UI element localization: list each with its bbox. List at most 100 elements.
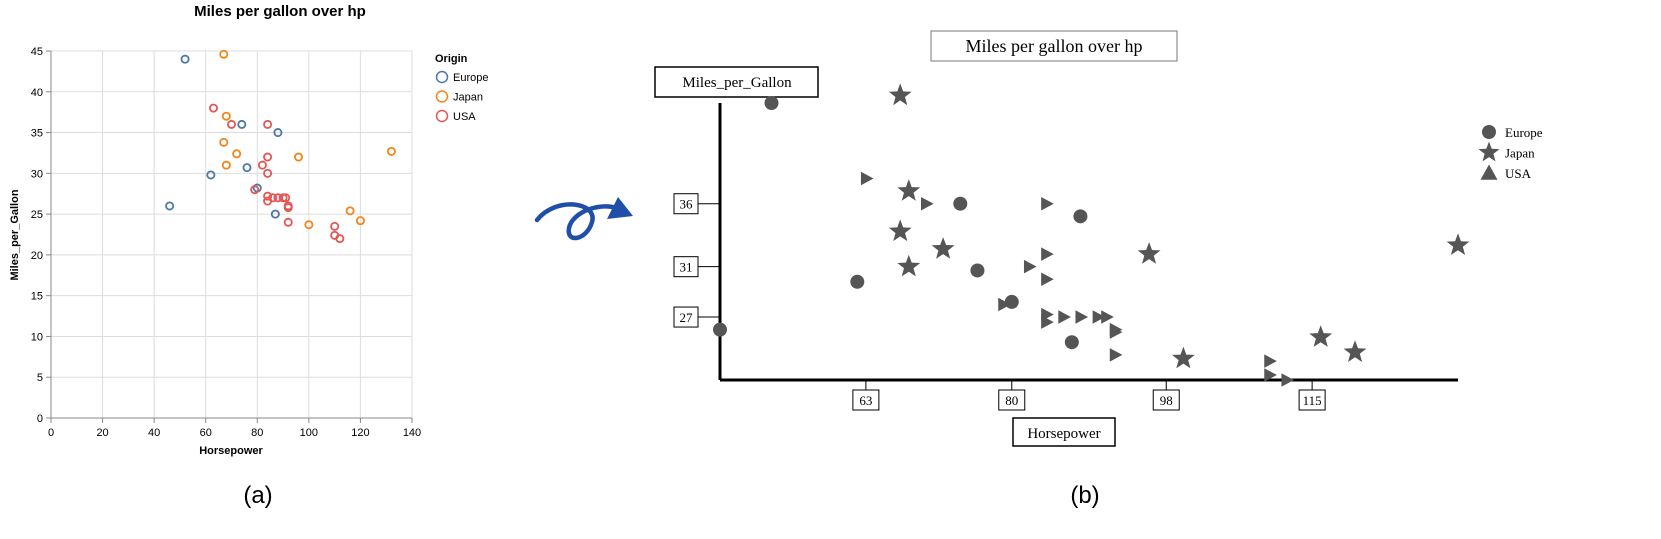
panel-a-legend-label: Europe [453, 72, 488, 84]
panel-a-point-japan [219, 137, 229, 147]
panel-a-point-japan [355, 216, 365, 226]
panel-b-point-europe [1073, 209, 1088, 224]
panel-a-x-ticks: 0 20 40 60 80 100 120 140 [48, 418, 421, 439]
panel-b-point-japan [897, 179, 921, 201]
panel-b-point-usa [1109, 348, 1123, 362]
panel-a-x-tick-label: 140 [403, 427, 421, 439]
panel-a-point-usa [281, 193, 291, 203]
panel-b-x-tick-box [1152, 389, 1180, 411]
panel-b-point-usa [1092, 310, 1106, 324]
panel-a-title: Miles per gallon over hp [194, 3, 366, 20]
panel-b-y-tick-box [673, 306, 699, 328]
panel-a-legend-label: USA [453, 111, 476, 123]
panel-a-x-tick-label: 80 [251, 427, 263, 439]
panel-b-legend-label: Japan [1505, 146, 1535, 161]
panel-b-point-japan [1446, 233, 1470, 255]
panel-b-point-japan [897, 254, 921, 277]
panel-a-point-usa [330, 221, 340, 231]
panel-a-y-tick-label: 30 [31, 168, 43, 180]
panel-a-legend-symbol [435, 70, 449, 84]
panel-b-point-japan [1343, 340, 1367, 362]
panel-a-point-europe [180, 54, 190, 64]
panel-a-point-usa [283, 203, 293, 213]
panel-b-legend-star-icon [1478, 141, 1500, 162]
panel-a-y-tick-label: 25 [31, 209, 43, 221]
panel-b-points [713, 83, 1470, 387]
panel-b-point-europe [713, 322, 727, 337]
panel-b-point-usa [1058, 310, 1071, 324]
panel-a-point-usa [208, 103, 218, 113]
panel-b-point-europe [970, 263, 985, 278]
panel-a-point-usa [283, 217, 293, 227]
panel-a-legend-symbol [435, 109, 449, 123]
panel-b-y-axis-title: Miles_per_Gallon [682, 75, 792, 91]
panel-a-point-usa [263, 119, 273, 129]
panel-a-point-japan [304, 220, 314, 230]
panel-a-point-usa [263, 152, 273, 162]
panel-b-y-tick-label: 36 [680, 197, 694, 212]
panel-a-y-tick-label: 5 [37, 372, 43, 384]
panel-b-x-tick-label: 63 [859, 393, 872, 408]
panel-b-point-usa [1109, 325, 1123, 339]
panel-b-point-usa [998, 297, 1011, 312]
panel-b-x-tick-label: 98 [1160, 393, 1173, 408]
panel-b-y-tick-box [673, 256, 699, 278]
panel-b-x-ticks: 63 80 98 115 [852, 380, 1326, 411]
panel-a-x-tick-label: 40 [148, 427, 160, 439]
panel-a-gridlines [50, 50, 413, 419]
panel-a-point-usa [226, 119, 236, 129]
panel-a-x-tick-label: 0 [48, 427, 54, 439]
panel-a-legend-title: Origin [435, 53, 468, 65]
panel-a-y-tick-label: 40 [31, 87, 43, 99]
panel-b-legend-label: USA [1505, 166, 1532, 181]
panel-a-point-japan [221, 111, 231, 121]
panel-b-x-tick-label: 80 [1005, 393, 1018, 408]
panel-a-x-axis-title: Horsepower [199, 445, 263, 457]
panel-a-y-axis-title: Miles_per_Gallon [9, 189, 21, 280]
panel-b-y-tick-label: 31 [680, 260, 693, 275]
panel-a-point-europe [206, 170, 216, 180]
panel-b-x-tick-box [852, 389, 880, 411]
panel-b-point-usa [1075, 310, 1089, 324]
panel-a-point-europe [237, 119, 247, 129]
panel-b-point-usa [1041, 315, 1054, 329]
panel-b-x-axis-title-box [1012, 417, 1116, 447]
panel-a-y-tick-label: 45 [31, 46, 43, 58]
panel-b-point-europe [1064, 335, 1079, 350]
panel-b-point-europe [850, 274, 865, 289]
panel-a-point-usa [263, 191, 273, 201]
panel-a-point-japan [232, 149, 242, 159]
panel-b-point-japan [931, 237, 955, 259]
panel-a-points [165, 49, 396, 244]
panel-b-point-europe [1004, 294, 1019, 309]
panel-b-x-tick-box [998, 389, 1026, 411]
curved-arrow-icon [534, 197, 633, 241]
panel-a-point-usa [250, 185, 260, 195]
panel-b-y-axis-title-box [654, 66, 819, 98]
panel-a-plot-frame [50, 50, 413, 419]
panel-a-point-europe [273, 128, 283, 138]
panel-a-point-usa [335, 234, 345, 244]
panel-a-point-japan [221, 160, 231, 170]
panel-a-x-tick-label: 100 [300, 427, 318, 439]
panel-a-point-europe [242, 163, 252, 173]
panel-b-point-usa [1041, 247, 1054, 261]
panel-b-point-usa [1264, 354, 1277, 368]
panel-b-y-tick-label: 27 [680, 310, 694, 325]
panel-b-legend-triangle-icon [1480, 164, 1498, 180]
panel-b-point-usa [1101, 310, 1114, 324]
panel-a-point-japan [294, 152, 304, 162]
panel-b-point-usa [1041, 272, 1054, 287]
panel-b-legend-circle-icon [1482, 125, 1496, 139]
panel-a-point-usa [268, 193, 278, 203]
panel-a-y-tick-label: 10 [31, 331, 43, 343]
panel-a-legend: Origin Europe Japan USA [435, 53, 488, 123]
panel-a-y-tick-label: 15 [31, 291, 43, 303]
panel-b-point-europe [953, 196, 968, 211]
panel-a-vega-scatter: Miles per gallon over hp 0 20 40 60 80 100 120… [9, 3, 488, 509]
panel-b-x-tick-label: 115 [1303, 393, 1322, 408]
panel-b-point-usa [921, 196, 934, 211]
panel-a-point-europe [270, 209, 280, 219]
panel-a-legend-symbol [435, 90, 449, 103]
panel-b-title-box [930, 30, 1178, 62]
